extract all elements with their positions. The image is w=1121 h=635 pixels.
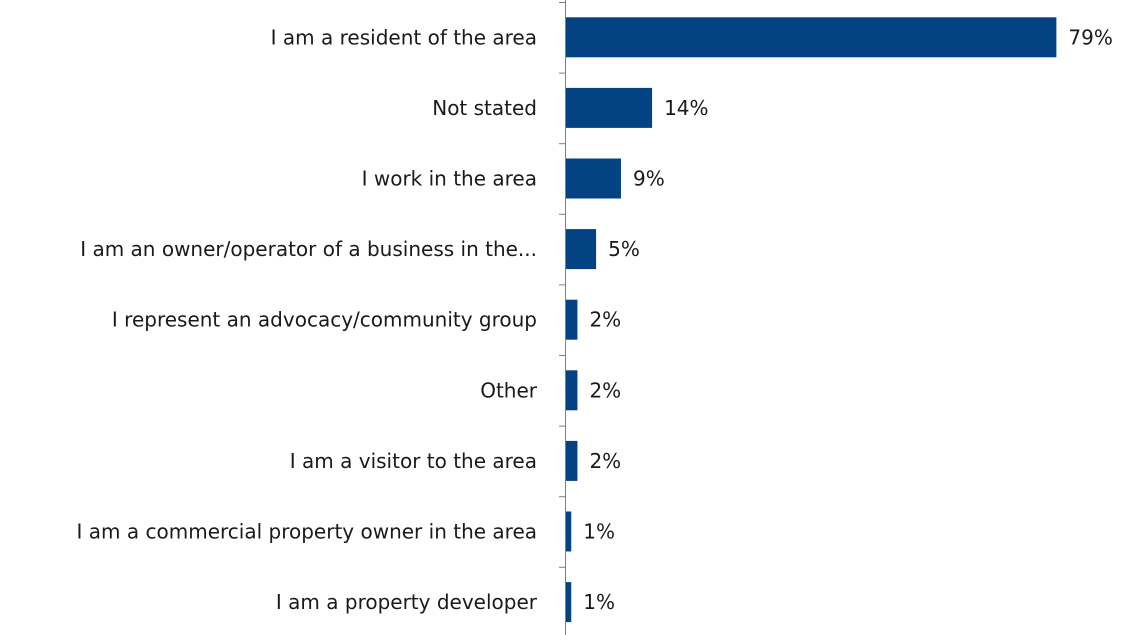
- value-label-8: 1%: [583, 520, 615, 544]
- category-label-2: Not stated: [432, 96, 537, 120]
- bar-3: [565, 158, 621, 199]
- bar-4: [565, 229, 597, 270]
- bar-6: [565, 370, 578, 411]
- value-label-6: 2%: [589, 378, 621, 402]
- value-label-2: 14%: [664, 96, 708, 120]
- value-label-7: 2%: [589, 449, 621, 473]
- bars-group: [565, 17, 1057, 623]
- category-label-6: Other: [480, 378, 538, 402]
- bar-9: [565, 582, 572, 623]
- bar-7: [565, 440, 578, 481]
- bar-1: [565, 17, 1057, 58]
- value-label-9: 1%: [583, 590, 615, 614]
- category-label-9: I am a property developer: [276, 590, 538, 614]
- bar-2: [565, 87, 653, 128]
- y-axis-group: [559, 0, 566, 635]
- category-label-3: I work in the area: [362, 167, 537, 191]
- value-label-4: 5%: [608, 237, 640, 261]
- bar-5: [565, 299, 578, 340]
- bar-8: [565, 511, 572, 552]
- category-labels-group: I am a resident of the area Not stated I w…: [77, 25, 538, 614]
- category-label-4: I am an owner/operator of a business in …: [80, 237, 537, 261]
- value-label-3: 9%: [633, 167, 665, 191]
- value-label-1: 79%: [1068, 25, 1112, 49]
- value-label-5: 2%: [589, 308, 621, 332]
- value-labels-group: 79% 14% 9% 5% 2% 2% 2% 1% 1%: [583, 25, 1113, 614]
- category-label-7: I am a visitor to the area: [290, 449, 537, 473]
- category-label-8: I am a commercial property owner in the …: [77, 520, 537, 544]
- category-label-1: I am a resident of the area: [271, 25, 537, 49]
- category-label-5: I represent an advocacy/community group: [112, 308, 537, 332]
